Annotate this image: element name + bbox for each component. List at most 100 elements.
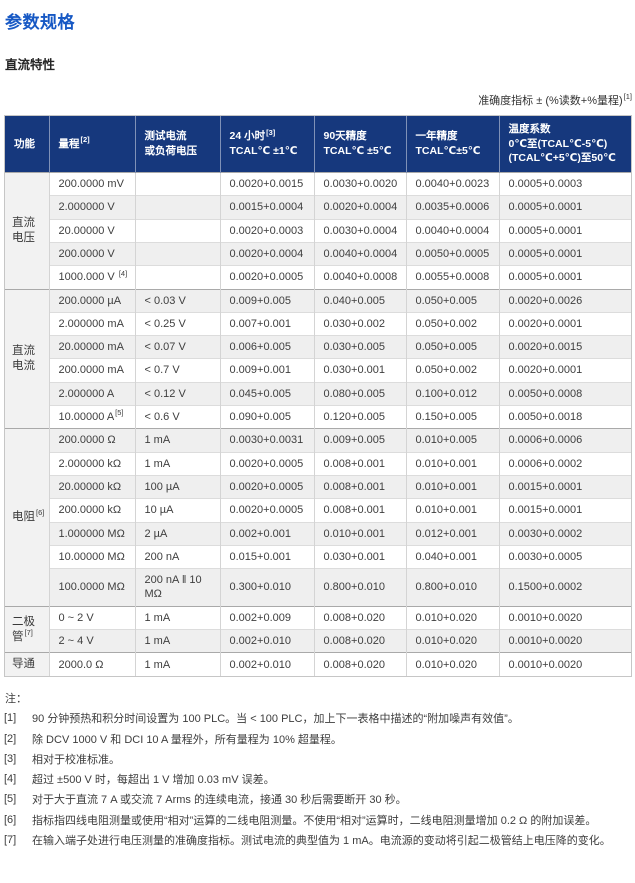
cell-spec-1year: 0.010+0.020: [405, 605, 499, 630]
table-row: 20.00000 kΩ 100 µA 0.0020+0.0005 0.008+0.00…: [5, 474, 631, 499]
cell-temp-coeff: 0.0015+0.0001: [498, 474, 631, 499]
cell-spec-1year: 0.0040+0.0023: [405, 172, 499, 196]
cell-test-current: 1 mA: [134, 628, 220, 653]
note-item: [5] 对于大于直流 7 A 或交流 7 Arms 的连续电流，接通 30 秒后需…: [4, 793, 632, 807]
cell-spec-90day: 0.0030+0.0004: [313, 218, 406, 243]
function-cell: 直流 电压: [5, 172, 49, 290]
cell-test-current: < 0.6 V: [134, 405, 220, 429]
cell-temp-coeff: 0.0030+0.0002: [498, 521, 631, 546]
note-item: [4] 超过 ±500 V 时，每超出 1 V 增加 0.03 mV 误差。: [4, 773, 632, 787]
accuracy-note-footnote-ref: [1]: [623, 92, 632, 102]
cell-range: 200.0000 mV: [48, 172, 135, 196]
accuracy-note: 准确度指标 ± (%读数+%量程)[1]: [4, 92, 632, 108]
cell-spec-1year: 0.012+0.001: [405, 521, 499, 546]
cell-spec-90day: 0.0040+0.0008: [313, 265, 406, 290]
cell-spec-90day: 0.040+0.005: [313, 288, 406, 313]
cell-spec-90day: 0.120+0.005: [313, 405, 406, 429]
cell-spec-24h: 0.002+0.010: [219, 628, 314, 653]
col-header-function: 功能: [5, 116, 49, 173]
note-number: [6]: [4, 813, 17, 826]
footnotes-label: 注：: [5, 693, 27, 706]
table-row: 直流 电压 200.0000 mV 0.0020+0.0015 0.0030+0.00…: [5, 172, 631, 290]
cell-spec-24h: 0.015+0.001: [219, 544, 314, 569]
cell-range: 2.000000 A: [48, 381, 135, 406]
cell-temp-coeff: 0.0006+0.0006: [498, 428, 631, 453]
function-cell: 电阻[6]: [5, 428, 49, 607]
cell-test-current: 1 mA: [134, 428, 220, 453]
cell-temp-coeff: 0.1500+0.0002: [498, 568, 631, 607]
cell-spec-24h: 0.300+0.010: [219, 568, 314, 607]
cell-spec-24h: 0.009+0.001: [219, 358, 314, 383]
cell-test-current: [134, 241, 220, 266]
cell-spec-90day: 0.008+0.001: [313, 498, 406, 523]
cell-temp-coeff: 0.0005+0.0001: [498, 241, 631, 266]
cell-range: 100.0000 MΩ: [48, 568, 135, 607]
cell-test-current: 1 mA: [134, 605, 220, 630]
table-row: 10.00000 MΩ 200 nA 0.015+0.001 0.030+0.001 0…: [5, 544, 631, 569]
cell-temp-coeff: 0.0015+0.0001: [498, 498, 631, 523]
cell-spec-1year: 0.050+0.002: [405, 358, 499, 383]
cell-temp-coeff: 0.0010+0.0020: [498, 628, 631, 653]
cell-temp-coeff: 0.0030+0.0005: [498, 544, 631, 569]
table-row: 2.000000 V 0.0015+0.0004 0.0020+0.0004 0.00…: [5, 195, 631, 220]
page-title: 参数规格: [5, 13, 75, 32]
cell-temp-coeff: 0.0020+0.0001: [498, 358, 631, 383]
cell-spec-1year: 0.010+0.001: [405, 474, 499, 499]
cell-spec-24h: 0.0020+0.0005: [219, 265, 314, 290]
cell-spec-90day: 0.030+0.002: [313, 311, 406, 336]
cell-spec-90day: 0.010+0.001: [313, 521, 406, 546]
cell-temp-coeff: 0.0050+0.0018: [498, 405, 631, 429]
cell-spec-24h: 0.0020+0.0005: [219, 498, 314, 523]
footnotes-section: 注： [1] 90 分钟预热和积分时间设置为 100 PLC。当 < 100 PL…: [4, 690, 632, 848]
cell-spec-90day: 0.009+0.005: [313, 428, 406, 453]
col-header-24h: 24 小时[3] TCAL℃ ±1℃: [219, 116, 314, 173]
note-number: [7]: [4, 834, 17, 847]
cell-temp-coeff: 0.0005+0.0001: [498, 265, 631, 290]
table-header-row: 功能 量程[2] 测试电流 或负荷电压 24 小时[3] TCAL℃ ±1℃ 90天精度 TC…: [5, 116, 631, 173]
cell-range: 2.000000 V: [48, 195, 135, 220]
cell-spec-1year: 0.0040+0.0004: [405, 218, 499, 243]
cell-test-current: [134, 195, 220, 220]
function-cell: 直流 电流: [5, 288, 49, 429]
cell-temp-coeff: 0.0005+0.0003: [498, 172, 631, 196]
table-row: 10.00000 A[5] < 0.6 V 0.090+0.005 0.120+0.0…: [5, 405, 631, 429]
cell-spec-90day: 0.800+0.010: [313, 568, 406, 607]
cell-spec-90day: 0.0020+0.0004: [313, 195, 406, 220]
cell-spec-1year: 0.0050+0.0005: [405, 241, 499, 266]
cell-range: 20.00000 mA: [48, 335, 135, 359]
cell-spec-1year: 0.150+0.005: [405, 405, 499, 429]
cell-test-current: [134, 172, 220, 196]
cell-spec-90day: 0.0030+0.0020: [313, 172, 406, 196]
cell-test-current: [134, 218, 220, 243]
cell-range: 10.00000 A[5]: [48, 405, 135, 429]
table-row: 1.000000 MΩ 2 µA 0.002+0.001 0.010+0.001 0.0…: [5, 521, 631, 546]
cell-range: 200.0000 kΩ: [48, 498, 135, 523]
cell-spec-24h: 0.007+0.001: [219, 311, 314, 336]
col-header-90day: 90天精度 TCAL℃ ±5℃: [313, 116, 406, 173]
cell-test-current: 100 µA: [134, 474, 220, 499]
cell-range: 0 ~ 2 V: [48, 605, 135, 630]
note-number: [2]: [4, 732, 17, 745]
table-row: 200.0000 kΩ 10 µA 0.0020+0.0005 0.008+0.001…: [5, 498, 631, 523]
cell-spec-24h: 0.0020+0.0003: [219, 218, 314, 243]
table-row: 20.00000 mA < 0.07 V 0.006+0.005 0.030+0.00…: [5, 335, 631, 359]
dc-spec-table-wrapper: 功能 量程[2] 测试电流 或负荷电压 24 小时[3] TCAL℃ ±1℃ 90天精度 TC…: [4, 115, 632, 678]
cell-spec-24h: 0.090+0.005: [219, 405, 314, 429]
cell-spec-1year: 0.0055+0.0008: [405, 265, 499, 290]
note-text: 超过 ±500 V 时，每超出 1 V 增加 0.03 mV 误差。: [32, 774, 275, 787]
cell-test-current: < 0.7 V: [134, 358, 220, 383]
cell-spec-1year: 0.050+0.005: [405, 335, 499, 359]
cell-spec-24h: 0.0020+0.0015: [219, 172, 314, 196]
cell-spec-90day: 0.008+0.020: [313, 652, 406, 677]
cell-spec-90day: 0.030+0.001: [313, 358, 406, 383]
table-row: 1000.000 V [4] 0.0020+0.0005 0.0040+0.0008…: [5, 265, 631, 290]
cell-temp-coeff: 0.0006+0.0002: [498, 451, 631, 476]
cell-spec-90day: 0.008+0.001: [313, 474, 406, 499]
cell-range: 1.000000 MΩ: [48, 521, 135, 546]
accuracy-note-text: 准确度指标 ± (%读数+%量程): [478, 95, 623, 107]
cell-spec-90day: 0.008+0.020: [313, 628, 406, 653]
footnotes-list: [1] 90 分钟预热和积分时间设置为 100 PLC。当 < 100 PLC，加…: [4, 712, 632, 848]
cell-temp-coeff: 0.0050+0.0008: [498, 381, 631, 406]
